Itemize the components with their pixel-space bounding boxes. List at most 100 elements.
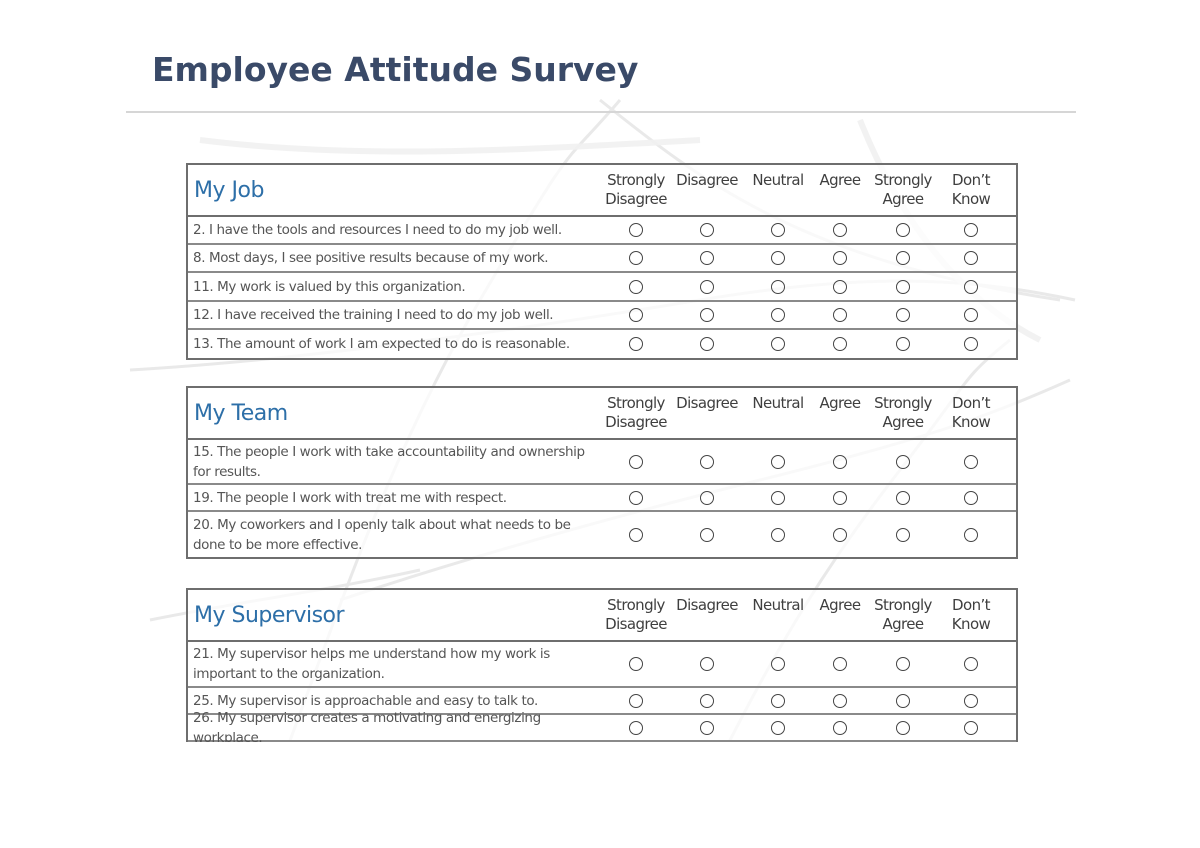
- radio-disagree[interactable]: [700, 223, 715, 237]
- question-row: 15. The people I work with take accounta…: [188, 440, 1016, 485]
- radio-don-t-know[interactable]: [964, 279, 979, 294]
- option-cell: [746, 251, 810, 265]
- radio-agree[interactable]: [833, 251, 848, 265]
- radio-don-t-know[interactable]: [964, 527, 979, 542]
- radio-agree[interactable]: [833, 657, 848, 671]
- radio-agree[interactable]: [833, 490, 848, 505]
- radio-disagree[interactable]: [700, 337, 715, 351]
- radio-neutral[interactable]: [771, 308, 786, 322]
- radio-strongly-agree[interactable]: [896, 657, 911, 671]
- radio-don-t-know[interactable]: [964, 657, 979, 671]
- option-cell: [870, 693, 936, 708]
- radio-strongly-disagree[interactable]: [629, 223, 644, 237]
- option-cell: [810, 279, 870, 294]
- radio-strongly-agree[interactable]: [896, 337, 911, 351]
- radio-strongly-agree[interactable]: [896, 720, 911, 735]
- radio-neutral[interactable]: [771, 454, 786, 469]
- radio-agree[interactable]: [833, 527, 848, 542]
- column-header-agree: Agree: [819, 171, 861, 189]
- radio-neutral[interactable]: [771, 490, 786, 505]
- radio-disagree[interactable]: [700, 490, 715, 505]
- option-cell: [668, 279, 746, 294]
- radio-strongly-disagree[interactable]: [629, 251, 644, 265]
- radio-neutral[interactable]: [771, 657, 786, 671]
- radio-neutral[interactable]: [771, 279, 786, 294]
- radio-neutral[interactable]: [771, 337, 786, 351]
- option-cell: [668, 720, 746, 735]
- option-cell: [936, 657, 1006, 671]
- column-header-strongly-agree: Strongly Agree: [874, 596, 932, 633]
- radio-strongly-disagree[interactable]: [629, 693, 644, 708]
- radio-disagree[interactable]: [700, 527, 715, 542]
- radio-strongly-disagree[interactable]: [629, 279, 644, 294]
- radio-strongly-agree[interactable]: [896, 693, 911, 708]
- radio-don-t-know[interactable]: [964, 720, 979, 735]
- radio-agree[interactable]: [833, 308, 848, 322]
- radio-don-t-know[interactable]: [964, 308, 979, 322]
- radio-agree[interactable]: [833, 454, 848, 469]
- option-cell: [604, 454, 668, 469]
- radio-don-t-know[interactable]: [964, 251, 979, 265]
- radio-strongly-disagree[interactable]: [629, 337, 644, 351]
- option-cell: [810, 251, 870, 265]
- radio-don-t-know[interactable]: [964, 490, 979, 505]
- radio-don-t-know[interactable]: [964, 223, 979, 237]
- radio-disagree[interactable]: [700, 657, 715, 671]
- option-cell: [810, 308, 870, 322]
- radio-disagree[interactable]: [700, 308, 715, 322]
- radio-don-t-know[interactable]: [964, 337, 979, 351]
- option-cell: [746, 308, 810, 322]
- question-text: 12. I have received the training I need …: [193, 307, 554, 323]
- radio-strongly-agree[interactable]: [896, 223, 911, 237]
- radio-strongly-agree[interactable]: [896, 527, 911, 542]
- question-text: 21. My supervisor helps me understand ho…: [193, 646, 550, 682]
- radio-disagree[interactable]: [700, 279, 715, 294]
- section-my-team: My Team Strongly Disagree Disagree Neutral A…: [186, 386, 1018, 559]
- radio-strongly-disagree[interactable]: [629, 490, 644, 505]
- option-cell: [604, 279, 668, 294]
- radio-disagree[interactable]: [700, 454, 715, 469]
- radio-strongly-agree[interactable]: [896, 490, 911, 505]
- option-cell: [870, 223, 936, 237]
- radio-strongly-disagree[interactable]: [629, 308, 644, 322]
- option-cell: [746, 490, 810, 505]
- radio-disagree[interactable]: [700, 251, 715, 265]
- radio-strongly-agree[interactable]: [896, 454, 911, 469]
- option-cell: [936, 454, 1006, 469]
- radio-strongly-disagree[interactable]: [629, 720, 644, 735]
- option-cell: [668, 337, 746, 351]
- option-cell: [668, 490, 746, 505]
- section-title: My Team: [194, 400, 288, 426]
- section-title: My Supervisor: [194, 602, 345, 628]
- radio-neutral[interactable]: [771, 223, 786, 237]
- radio-agree[interactable]: [833, 279, 848, 294]
- option-cell: [604, 337, 668, 351]
- radio-agree[interactable]: [833, 223, 848, 237]
- radio-strongly-disagree[interactable]: [629, 527, 644, 542]
- option-cell: [604, 308, 668, 322]
- radio-strongly-disagree[interactable]: [629, 454, 644, 469]
- radio-neutral[interactable]: [771, 527, 786, 542]
- radio-strongly-agree[interactable]: [896, 279, 911, 294]
- question-row: 2. I have the tools and resources I need…: [188, 217, 1016, 245]
- radio-don-t-know[interactable]: [964, 454, 979, 469]
- radio-strongly-agree[interactable]: [896, 251, 911, 265]
- option-cell: [936, 279, 1006, 294]
- option-cell: [604, 720, 668, 735]
- radio-agree[interactable]: [833, 337, 848, 351]
- option-cell: [936, 337, 1006, 351]
- radio-disagree[interactable]: [700, 720, 715, 735]
- radio-agree[interactable]: [833, 693, 848, 708]
- question-row: 25. My supervisor is approachable and ea…: [188, 688, 1016, 715]
- option-cell: [936, 308, 1006, 322]
- radio-don-t-know[interactable]: [964, 693, 979, 708]
- radio-neutral[interactable]: [771, 693, 786, 708]
- question-text: 19. The people I work with treat me with…: [193, 489, 507, 506]
- radio-disagree[interactable]: [700, 693, 715, 708]
- radio-strongly-disagree[interactable]: [629, 657, 644, 671]
- option-cell: [746, 657, 810, 671]
- radio-neutral[interactable]: [771, 720, 786, 735]
- radio-strongly-agree[interactable]: [896, 308, 911, 322]
- radio-agree[interactable]: [833, 720, 848, 735]
- radio-neutral[interactable]: [771, 251, 786, 265]
